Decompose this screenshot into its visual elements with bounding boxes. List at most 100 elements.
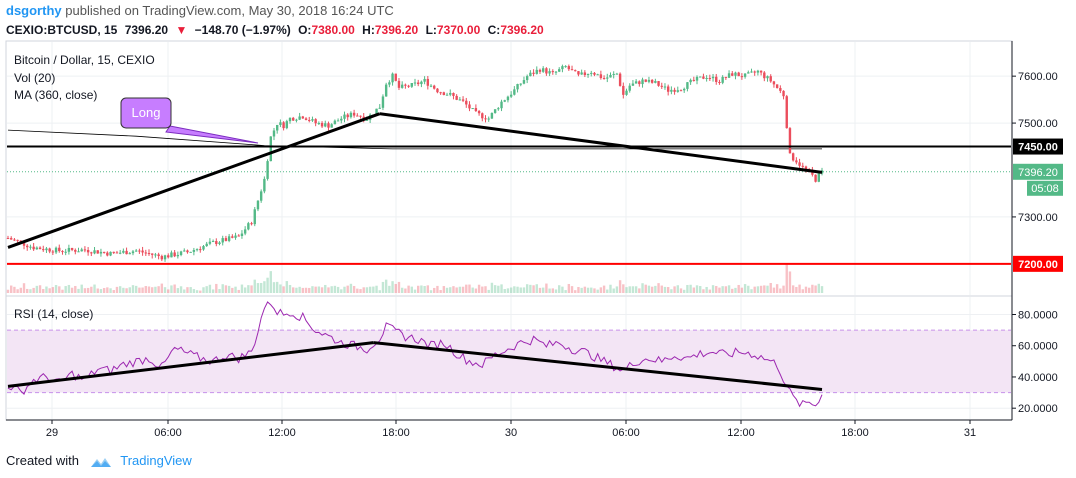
candle-body bbox=[147, 253, 151, 255]
candle-body bbox=[208, 241, 212, 244]
candle-body bbox=[77, 251, 80, 253]
volume-bar bbox=[269, 271, 272, 293]
candle-body bbox=[439, 92, 442, 94]
volume-bar bbox=[227, 285, 231, 293]
chart-svg[interactable]: Long Bitcoin / Dollar, 15, CEXIO Vol (20… bbox=[0, 40, 1076, 445]
countdown-label: 05:08 bbox=[1031, 183, 1059, 195]
candle-body bbox=[176, 254, 180, 257]
volume-bar bbox=[455, 287, 458, 293]
price-trendlines[interactable] bbox=[7, 112, 823, 249]
volume-bar bbox=[602, 285, 606, 293]
volume-bar bbox=[433, 287, 436, 293]
volume-bar bbox=[314, 286, 317, 293]
candle-body bbox=[759, 70, 763, 73]
volume-bar bbox=[763, 285, 766, 293]
rsi-trendlines[interactable] bbox=[7, 341, 823, 391]
candle-body bbox=[522, 80, 526, 84]
candle-body bbox=[253, 209, 256, 225]
candle-body bbox=[484, 118, 487, 120]
volume-bar bbox=[308, 287, 311, 293]
candle-body bbox=[545, 68, 548, 74]
volume-bar bbox=[38, 285, 42, 293]
candle-body bbox=[346, 114, 349, 118]
volume-bar bbox=[29, 289, 32, 293]
candle-body bbox=[702, 76, 705, 79]
candle-body bbox=[763, 72, 766, 79]
candle-body bbox=[731, 73, 734, 76]
price-tick-label: 7500.00 bbox=[1018, 118, 1058, 130]
candle-body bbox=[250, 223, 253, 225]
candle-body bbox=[529, 72, 532, 77]
volume-bar bbox=[295, 287, 298, 293]
volume-bar bbox=[493, 285, 497, 293]
volume-bar bbox=[67, 284, 71, 293]
volume-bar bbox=[173, 284, 176, 293]
volume-bar bbox=[612, 288, 615, 293]
rsi-line bbox=[7, 301, 823, 408]
volume-bar bbox=[753, 286, 756, 293]
candle-body bbox=[237, 235, 240, 237]
candle-body bbox=[612, 73, 615, 75]
volume-bar bbox=[471, 287, 474, 293]
volume-bar bbox=[817, 283, 820, 293]
volume-bar bbox=[45, 286, 48, 293]
price-tick-label: 7600.00 bbox=[1018, 71, 1058, 83]
volume-bar bbox=[580, 287, 583, 293]
volume-bar bbox=[785, 264, 788, 293]
candle-body bbox=[391, 73, 394, 83]
candle-body bbox=[378, 107, 381, 109]
candle-body bbox=[93, 250, 96, 254]
volume-bar bbox=[759, 285, 763, 293]
tradingview-link[interactable]: TradingView bbox=[120, 453, 192, 468]
symbol-info: CEXIO:BTCUSD, 15 7396.20 ▼ −148.70 (−1.9… bbox=[6, 21, 544, 39]
candle-body bbox=[676, 90, 679, 92]
volume-bar bbox=[586, 287, 590, 293]
volume-bar bbox=[83, 288, 87, 293]
candle-body bbox=[35, 247, 39, 250]
volume-bar bbox=[61, 289, 64, 293]
volume-bar bbox=[167, 289, 170, 293]
author-link[interactable]: dsgorthy bbox=[6, 3, 62, 18]
volume-bar bbox=[343, 286, 346, 293]
volume-bar bbox=[711, 285, 715, 293]
candle-body bbox=[718, 81, 721, 83]
candle-body bbox=[715, 76, 718, 82]
volume-bar bbox=[144, 286, 148, 293]
candle-body bbox=[22, 241, 26, 246]
volume-bar bbox=[420, 285, 423, 293]
volume-bar bbox=[118, 286, 122, 293]
long-callout[interactable]: Long bbox=[120, 97, 259, 144]
volume-bar bbox=[340, 289, 343, 293]
publish-info: dsgorthy published on TradingView.com, M… bbox=[6, 2, 394, 20]
candle-body bbox=[224, 238, 228, 241]
candle-body bbox=[593, 72, 596, 75]
candle-body bbox=[471, 108, 474, 110]
candle-body bbox=[134, 250, 138, 252]
candle-body bbox=[426, 78, 430, 86]
candle-body bbox=[775, 84, 779, 88]
volume-bar bbox=[346, 285, 349, 293]
candle-body bbox=[644, 79, 647, 82]
volume-bar bbox=[590, 287, 593, 293]
volume-bar bbox=[102, 288, 106, 293]
volume-bar bbox=[657, 283, 660, 293]
price-tick-label: 7300.00 bbox=[1018, 212, 1058, 224]
volume-bar bbox=[631, 286, 635, 293]
volume-bar bbox=[19, 287, 23, 293]
candle-body bbox=[167, 255, 170, 258]
candle-body bbox=[606, 77, 609, 79]
volume-bar bbox=[247, 285, 250, 293]
candle-body bbox=[506, 96, 510, 101]
candle-body bbox=[798, 162, 801, 166]
volume-bar bbox=[365, 287, 369, 293]
volume-bar bbox=[22, 283, 26, 293]
volume-bar bbox=[769, 282, 772, 293]
volume-bar bbox=[112, 290, 115, 293]
volume-bar bbox=[99, 289, 103, 293]
volume-bar bbox=[532, 285, 535, 293]
candle-body bbox=[766, 76, 769, 79]
chart-area[interactable]: Long Bitcoin / Dollar, 15, CEXIO Vol (20… bbox=[0, 40, 1076, 445]
rsi-trendline bbox=[7, 341, 374, 388]
candle-body bbox=[580, 72, 583, 75]
candle-body bbox=[80, 249, 83, 252]
